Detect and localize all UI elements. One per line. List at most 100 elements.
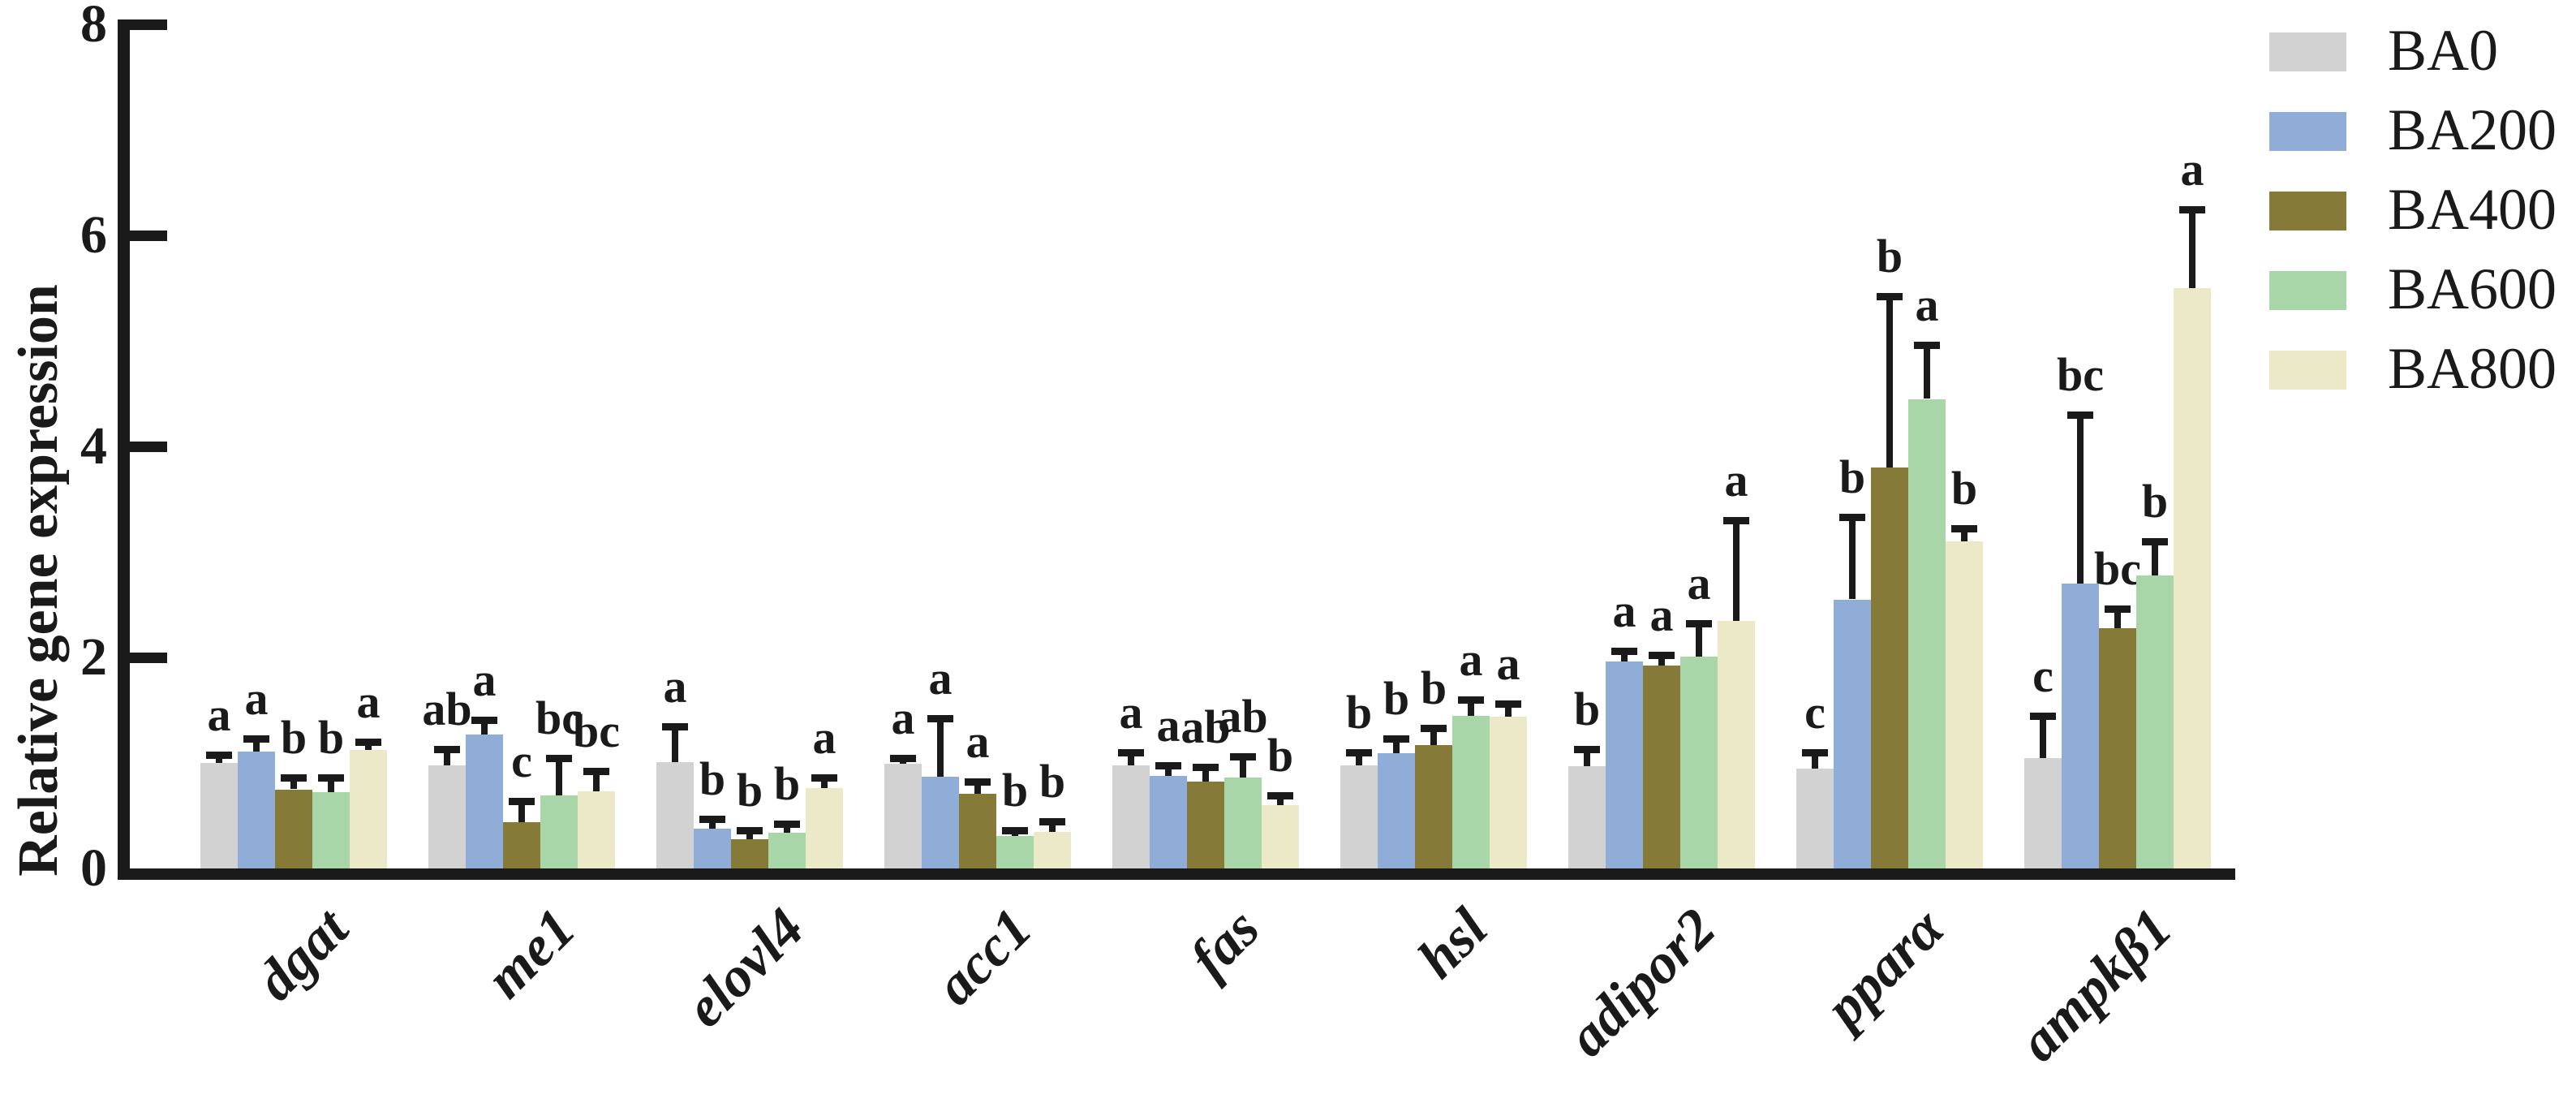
bar-ampkβ1-BA600 <box>2136 575 2174 868</box>
error-bar-cap <box>1839 514 1865 522</box>
bar-pparα-BA200 <box>1834 599 1871 868</box>
bar-dgat-BA400 <box>275 789 312 868</box>
significance-letter: b <box>280 711 307 765</box>
y-tick-label: 8 <box>80 0 107 54</box>
significance-letter: a <box>1459 633 1483 686</box>
y-tick-label: 2 <box>80 627 107 687</box>
error-bar-cap <box>1951 525 1977 533</box>
bar-elovl4-BA800 <box>806 788 843 868</box>
error-bar-cap <box>965 778 991 786</box>
significance-letter: a <box>2180 142 2204 196</box>
error-bar-cap <box>1230 753 1256 761</box>
error-bar-stem <box>2152 541 2158 575</box>
legend-label-BA800: BA800 <box>2388 336 2557 401</box>
error-bar-cap <box>1686 620 1712 628</box>
bar-acc1-BA600 <box>996 835 1034 868</box>
legend-label-BA0: BA0 <box>2388 18 2499 83</box>
error-bar-cap <box>1877 293 1903 301</box>
bar-adipor2-BA0 <box>1568 765 1606 868</box>
significance-letter: c <box>511 734 532 787</box>
bar-adipor2-BA400 <box>1643 666 1680 868</box>
error-bar-stem <box>1658 655 1665 666</box>
error-bar-cap <box>2179 205 2205 213</box>
significance-letter: b <box>1573 683 1601 736</box>
significance-letter: a <box>1612 584 1636 638</box>
significance-letter: bc <box>573 705 620 758</box>
error-bar-stem <box>328 778 334 793</box>
bar-fas-BA200 <box>1150 775 1187 868</box>
significance-letter: a <box>891 691 915 744</box>
significance-letter: a <box>965 715 990 769</box>
bar-hsl-BA800 <box>1490 716 1527 868</box>
legend-swatch-BA0 <box>2269 32 2346 71</box>
error-bar-stem <box>1468 700 1474 716</box>
error-bar-cap <box>662 722 688 730</box>
error-bar-cap <box>1458 696 1484 704</box>
significance-letter: bc <box>535 691 583 744</box>
x-category-label: fas <box>1178 897 1272 991</box>
error-bar-cap <box>927 715 953 723</box>
error-bar-stem <box>2189 209 2195 288</box>
significance-letter: a <box>1119 686 1143 739</box>
bar-pparα-BA600 <box>1908 399 1946 868</box>
error-bar-stem <box>1356 752 1362 765</box>
bar-hsl-BA200 <box>1378 753 1415 868</box>
error-bar-stem <box>1128 752 1134 765</box>
bar-fas-BA0 <box>1112 765 1150 868</box>
error-bar-stem <box>1240 756 1246 778</box>
bar-elovl4-BA200 <box>694 828 731 868</box>
bar-ampkβ1-BA200 <box>2062 584 2099 868</box>
significance-letter: a <box>1649 588 1674 642</box>
significance-letter: ab <box>1180 700 1231 754</box>
x-category-label: dgat <box>244 897 360 1013</box>
significance-letter: c <box>2032 648 2053 702</box>
error-bar-stem <box>1165 765 1172 776</box>
error-bar-cap <box>1118 749 1144 756</box>
x-category-label: adipor2 <box>1556 897 1728 1069</box>
significance-letter: b <box>1420 661 1447 715</box>
y-tick-label: 4 <box>80 416 107 476</box>
bar-ampkβ1-BA0 <box>2024 757 2062 868</box>
x-category-label: pparα <box>1813 897 1956 1040</box>
y-axis-tick <box>130 442 167 452</box>
error-bar-stem <box>365 742 372 751</box>
bar-me1-BA800 <box>578 791 615 868</box>
bar-dgat-BA200 <box>238 751 275 868</box>
error-bar-cap <box>1649 652 1675 660</box>
error-bar-cap <box>546 754 572 762</box>
x-category-label: ampkβ1 <box>2007 897 2184 1074</box>
x-category-label: me1 <box>474 897 588 1010</box>
bar-hsl-BA0 <box>1340 765 1378 868</box>
significance-letter: a <box>812 711 836 765</box>
significance-letter: b <box>1838 450 1866 504</box>
significance-letter: b <box>1001 764 1029 817</box>
y-axis-tick <box>130 19 167 30</box>
significance-letter: ab <box>1218 690 1268 743</box>
x-category-label: acc1 <box>923 897 1044 1018</box>
error-bar-stem <box>481 719 488 735</box>
error-bar-stem <box>1886 296 1893 468</box>
significance-letter: a <box>1687 557 1711 610</box>
error-bar-stem <box>1393 739 1400 754</box>
significance-letter: a <box>928 652 953 705</box>
bar-me1-BA400 <box>503 821 540 868</box>
error-bar-cap <box>699 815 725 823</box>
bar-pparα-BA0 <box>1796 768 1834 868</box>
bar-ampkβ1-BA400 <box>2099 627 2136 868</box>
significance-letter: a <box>1496 637 1520 691</box>
error-bar-cap <box>1723 517 1749 524</box>
significance-letter: a <box>207 687 231 741</box>
y-axis-tick <box>130 653 167 663</box>
error-bar-stem <box>821 778 828 789</box>
error-bar-stem <box>2114 609 2121 628</box>
error-bar-stem <box>746 830 753 839</box>
significance-letter: ab <box>422 683 472 736</box>
error-bar-cap <box>2067 411 2093 419</box>
error-bar-cap <box>2142 538 2168 545</box>
bar-ampkβ1-BA800 <box>2174 288 2211 868</box>
error-bar-cap <box>583 768 609 776</box>
error-bar-stem <box>1202 767 1209 782</box>
significance-letter: a <box>663 659 687 713</box>
error-bar-cap <box>1002 827 1028 835</box>
